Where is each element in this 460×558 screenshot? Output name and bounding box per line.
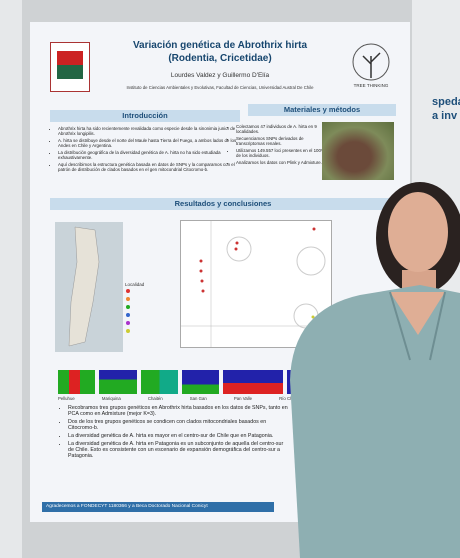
bullet: A. hirta se distribuye desde el norte de… — [58, 138, 238, 148]
rodent-photo — [322, 122, 394, 180]
affiliation: Instituto de Ciencias Ambientales y Evol… — [126, 85, 314, 90]
bullet: Utilizamos 149.557 loci presentes en el … — [236, 148, 328, 158]
header: Variación genética de Abrothrix hirta (R… — [100, 40, 340, 90]
population-label: Río Chico — [279, 396, 298, 401]
population-labels: Pelluhue Mariquina Chaitén San Gan Pan Valle… — [58, 396, 298, 401]
section-heading: Materiales y métodos — [248, 104, 396, 116]
tree-icon — [352, 43, 390, 81]
bullet: Aquí describimos la estructura genética … — [58, 162, 238, 172]
tree-logo: TREE THINKING — [348, 42, 394, 88]
population-label: Mariquina — [101, 396, 121, 401]
map-shape — [68, 226, 100, 347]
population-label: San Gan — [189, 396, 207, 401]
population-label: Pan Valle — [233, 396, 252, 401]
legend: Localidad — [125, 282, 165, 348]
intro-list: Abrothrix hirta ha sido recientemente re… — [50, 126, 238, 174]
population-label: Pelluhue — [58, 396, 75, 401]
section-heading: Resultados y conclusiones — [50, 198, 396, 210]
admixture-plot — [58, 370, 298, 394]
admixture-bar — [58, 370, 96, 394]
bullet: La diversidad genética de A. hirta en Pa… — [68, 441, 288, 459]
admixture-bar — [223, 370, 283, 394]
legend-title: Localidad — [125, 282, 145, 287]
bullet: Colectamos 47 individuos de A. hirta en … — [236, 124, 328, 134]
pca-points — [181, 221, 331, 347]
side-panel — [0, 0, 22, 558]
methods-list: Colectamos 47 individuos de A. hirta en … — [228, 124, 328, 167]
bullet: La diversidad genética de A. hirta es ma… — [68, 433, 288, 439]
admixture-bar — [140, 370, 178, 394]
population-label: Chaitén — [147, 396, 163, 401]
bullet: Recobramos tres grupos genéticos en Abro… — [68, 405, 288, 417]
map — [55, 222, 123, 352]
bullet: Abrothrix hirta ha sido recientemente re… — [58, 126, 238, 136]
acknowledgement: Agradecemos a FONDECYT 1180366 y a Beca … — [42, 502, 274, 512]
bullet: Dos de los tres grupos genéticos se cond… — [68, 419, 288, 431]
section-heading: Introducción — [50, 110, 240, 122]
bullet: La distribución geográfica de la diversi… — [58, 150, 238, 160]
neighbor-line: a inv — [432, 110, 458, 122]
conclusions-list: Recobramos tres grupos genéticos en Abro… — [60, 405, 288, 461]
person — [290, 182, 460, 558]
admixture-bar — [181, 370, 220, 394]
university-logo — [50, 42, 90, 92]
subtitle: (Rodentia, Cricetidae) — [168, 53, 272, 64]
bullet: Analizamos los datos con Plink y Admixtu… — [236, 160, 328, 165]
bullet: Secuenciamos SNPs derivados de transcrip… — [236, 136, 328, 146]
title: Variación genética de Abrothrix hirta — [132, 40, 308, 51]
authors: Lourdes Valdez y Guillermo D'Elía — [170, 72, 270, 79]
logo-text: TREE THINKING — [353, 83, 389, 88]
legend-swatches — [126, 289, 130, 333]
admixture-bar — [99, 370, 137, 394]
